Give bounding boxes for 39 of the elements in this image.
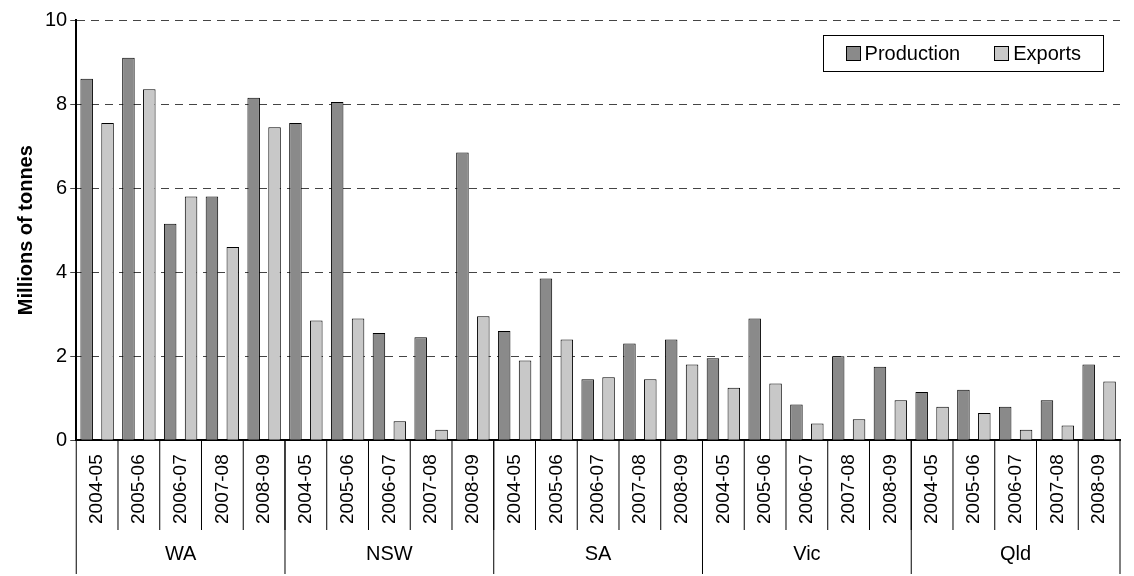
x-tick-label: 2005-06 — [544, 454, 566, 525]
x-tick-label: 2006-07 — [168, 454, 190, 525]
x-tick-label: 2005-06 — [127, 454, 149, 525]
x-tick-label: 2004-05 — [294, 454, 316, 525]
x-tick-label: 2005-06 — [753, 454, 775, 525]
x-tick-label: 2008-09 — [878, 454, 900, 525]
x-tick-label: 2004-05 — [920, 454, 942, 525]
x-tick-label: 2008-09 — [461, 454, 483, 525]
x-tick-label: 2006-07 — [586, 454, 608, 525]
x-tick-label: 2006-07 — [1003, 454, 1025, 525]
x-tick-label: 2005-06 — [335, 454, 357, 525]
x-tick-label: 2007-08 — [628, 454, 650, 525]
x-tick-label: 2004-05 — [85, 454, 107, 525]
x-tick-label: 2007-08 — [210, 454, 232, 525]
x-tick-label: 2004-05 — [502, 454, 524, 525]
y-tick-label: 0 — [56, 427, 68, 450]
text: SA — [584, 541, 613, 564]
x-tick-label: 2006-07 — [795, 454, 817, 525]
y-tick-label: 8 — [56, 91, 68, 114]
text: Qld — [1000, 541, 1032, 564]
x-tick-label: 2007-08 — [419, 454, 441, 525]
x-tick-label: 2004-05 — [711, 454, 733, 525]
text: WA — [164, 541, 198, 564]
legend-label: Exports — [1013, 42, 1081, 65]
y-tick-label: 4 — [56, 259, 68, 282]
text: Vic — [793, 541, 821, 564]
text: NSW — [366, 541, 413, 564]
x-tick-label: 2008-09 — [252, 454, 274, 525]
y-tick-label: 10 — [45, 7, 68, 30]
x-tick-label: 2006-07 — [377, 454, 399, 525]
x-tick-label: 2007-08 — [836, 454, 858, 525]
legend-label: Production — [864, 42, 961, 65]
y-axis-title: Millions of tonnes — [13, 145, 36, 316]
x-tick-label: 2005-06 — [962, 454, 984, 525]
y-tick-label: 2 — [56, 343, 68, 366]
x-tick-label: 2008-09 — [669, 454, 691, 525]
x-tick-label: 2007-08 — [1045, 454, 1067, 525]
x-tick-label: 2008-09 — [1087, 454, 1109, 525]
y-tick-label: 6 — [56, 175, 68, 198]
